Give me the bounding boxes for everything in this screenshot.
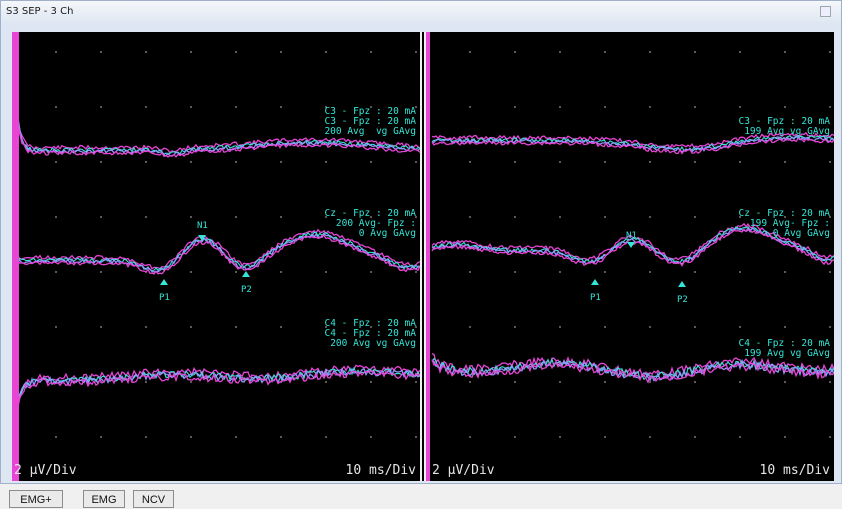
panel-divider xyxy=(420,32,426,481)
left-ch1-trace-3 xyxy=(17,123,420,158)
right-peak-p1[interactable]: P1 xyxy=(590,293,601,303)
mode-button-bar: EMG+ EMG NCV xyxy=(0,486,842,508)
right-ch2-trace-1 xyxy=(431,226,834,264)
left-grid-dots xyxy=(55,51,417,438)
left-ch2-trace-0 xyxy=(17,228,420,270)
right-ch1-trace-3 xyxy=(431,137,834,155)
right-ch1-label: C3 - Fpz : 20 mA 199 Avg vg GAvg xyxy=(738,116,830,137)
left-ch3-trace-0 xyxy=(17,364,420,402)
left-peak-p1-arrow[interactable] xyxy=(160,279,168,285)
left-peak-n1-arrow[interactable] xyxy=(198,235,206,241)
right-peak-p2-arrow[interactable] xyxy=(678,281,686,287)
left-peak-p2-arrow[interactable] xyxy=(242,271,250,277)
right-ch1-trace-0 xyxy=(431,131,834,149)
maximize-icon[interactable] xyxy=(820,6,831,17)
left-ch1-label: C3 - Fpz : 20 mA C3 - Fpz : 20 mA 200 Av… xyxy=(324,106,416,137)
right-ch3-trace-3 xyxy=(431,359,834,384)
right-panel[interactable]: C3 - Fpz : 20 mA 199 Avg vg GAvg Cz - Fp… xyxy=(426,32,834,481)
sep-window: S3 SEP - 3 Ch C3 - Fpz : 20 mA C3 - Fpz … xyxy=(0,0,842,484)
right-ch1-trace-2 xyxy=(431,135,834,153)
left-panel[interactable]: C3 - Fpz : 20 mA C3 - Fpz : 20 mA 200 Av… xyxy=(12,32,420,481)
window-title: S3 SEP - 3 Ch xyxy=(6,6,74,17)
right-voltage-scale: 2 µV/Div xyxy=(432,463,495,478)
emg-button[interactable]: EMG xyxy=(83,490,125,508)
right-peak-p1-arrow[interactable] xyxy=(591,279,599,285)
left-peak-p1[interactable]: P1 xyxy=(159,293,170,303)
right-grid-dots xyxy=(469,51,831,438)
ncv-button[interactable]: NCV xyxy=(133,490,174,508)
left-peak-p2[interactable]: P2 xyxy=(241,285,252,295)
right-ch3-label: C4 - Fpz : 20 mA 199 Avg vg GAvg xyxy=(738,338,830,359)
emg-plus-button[interactable]: EMG+ xyxy=(9,490,63,508)
stimulus-marker-right xyxy=(426,32,430,481)
left-ch2-trace-3 xyxy=(17,234,420,275)
left-ch2-label: Cz - Fpz : 20 mA 200 Avg- Fpz : 0 Avg GA… xyxy=(324,208,416,239)
right-waveform-svg xyxy=(431,51,834,438)
left-ch3-label: C4 - Fpz : 20 mA C4 - Fpz : 20 mA 200 Av… xyxy=(324,318,416,349)
stimulus-marker xyxy=(12,32,19,481)
left-voltage-scale: 2 µV/Div xyxy=(14,463,77,478)
waveform-display: C3 - Fpz : 20 mA C3 - Fpz : 20 mA 200 Av… xyxy=(12,32,834,481)
right-ch2-trace-2 xyxy=(431,226,834,266)
right-peak-n1[interactable]: N1 xyxy=(626,231,637,241)
right-peak-n1-arrow[interactable] xyxy=(627,242,635,248)
left-time-scale: 10 ms/Div xyxy=(345,463,416,478)
title-bar: S3 SEP - 3 Ch xyxy=(1,1,841,23)
right-ch2-label: Cz - Fpz : 20 mA 199 Avg- Fpz : 0 Avg GA… xyxy=(738,208,830,239)
left-ch3-trace-3 xyxy=(17,370,420,408)
left-peak-n1[interactable]: N1 xyxy=(197,221,208,231)
left-waveform-svg xyxy=(17,51,420,438)
right-peak-p2[interactable]: P2 xyxy=(677,295,688,305)
left-ch2-trace-2 xyxy=(17,232,420,273)
right-ch3-trace-2 xyxy=(431,359,834,382)
left-ch1-trace-0 xyxy=(17,117,420,154)
right-ch3-trace-0 xyxy=(431,352,834,378)
right-time-scale: 10 ms/Div xyxy=(759,463,830,478)
